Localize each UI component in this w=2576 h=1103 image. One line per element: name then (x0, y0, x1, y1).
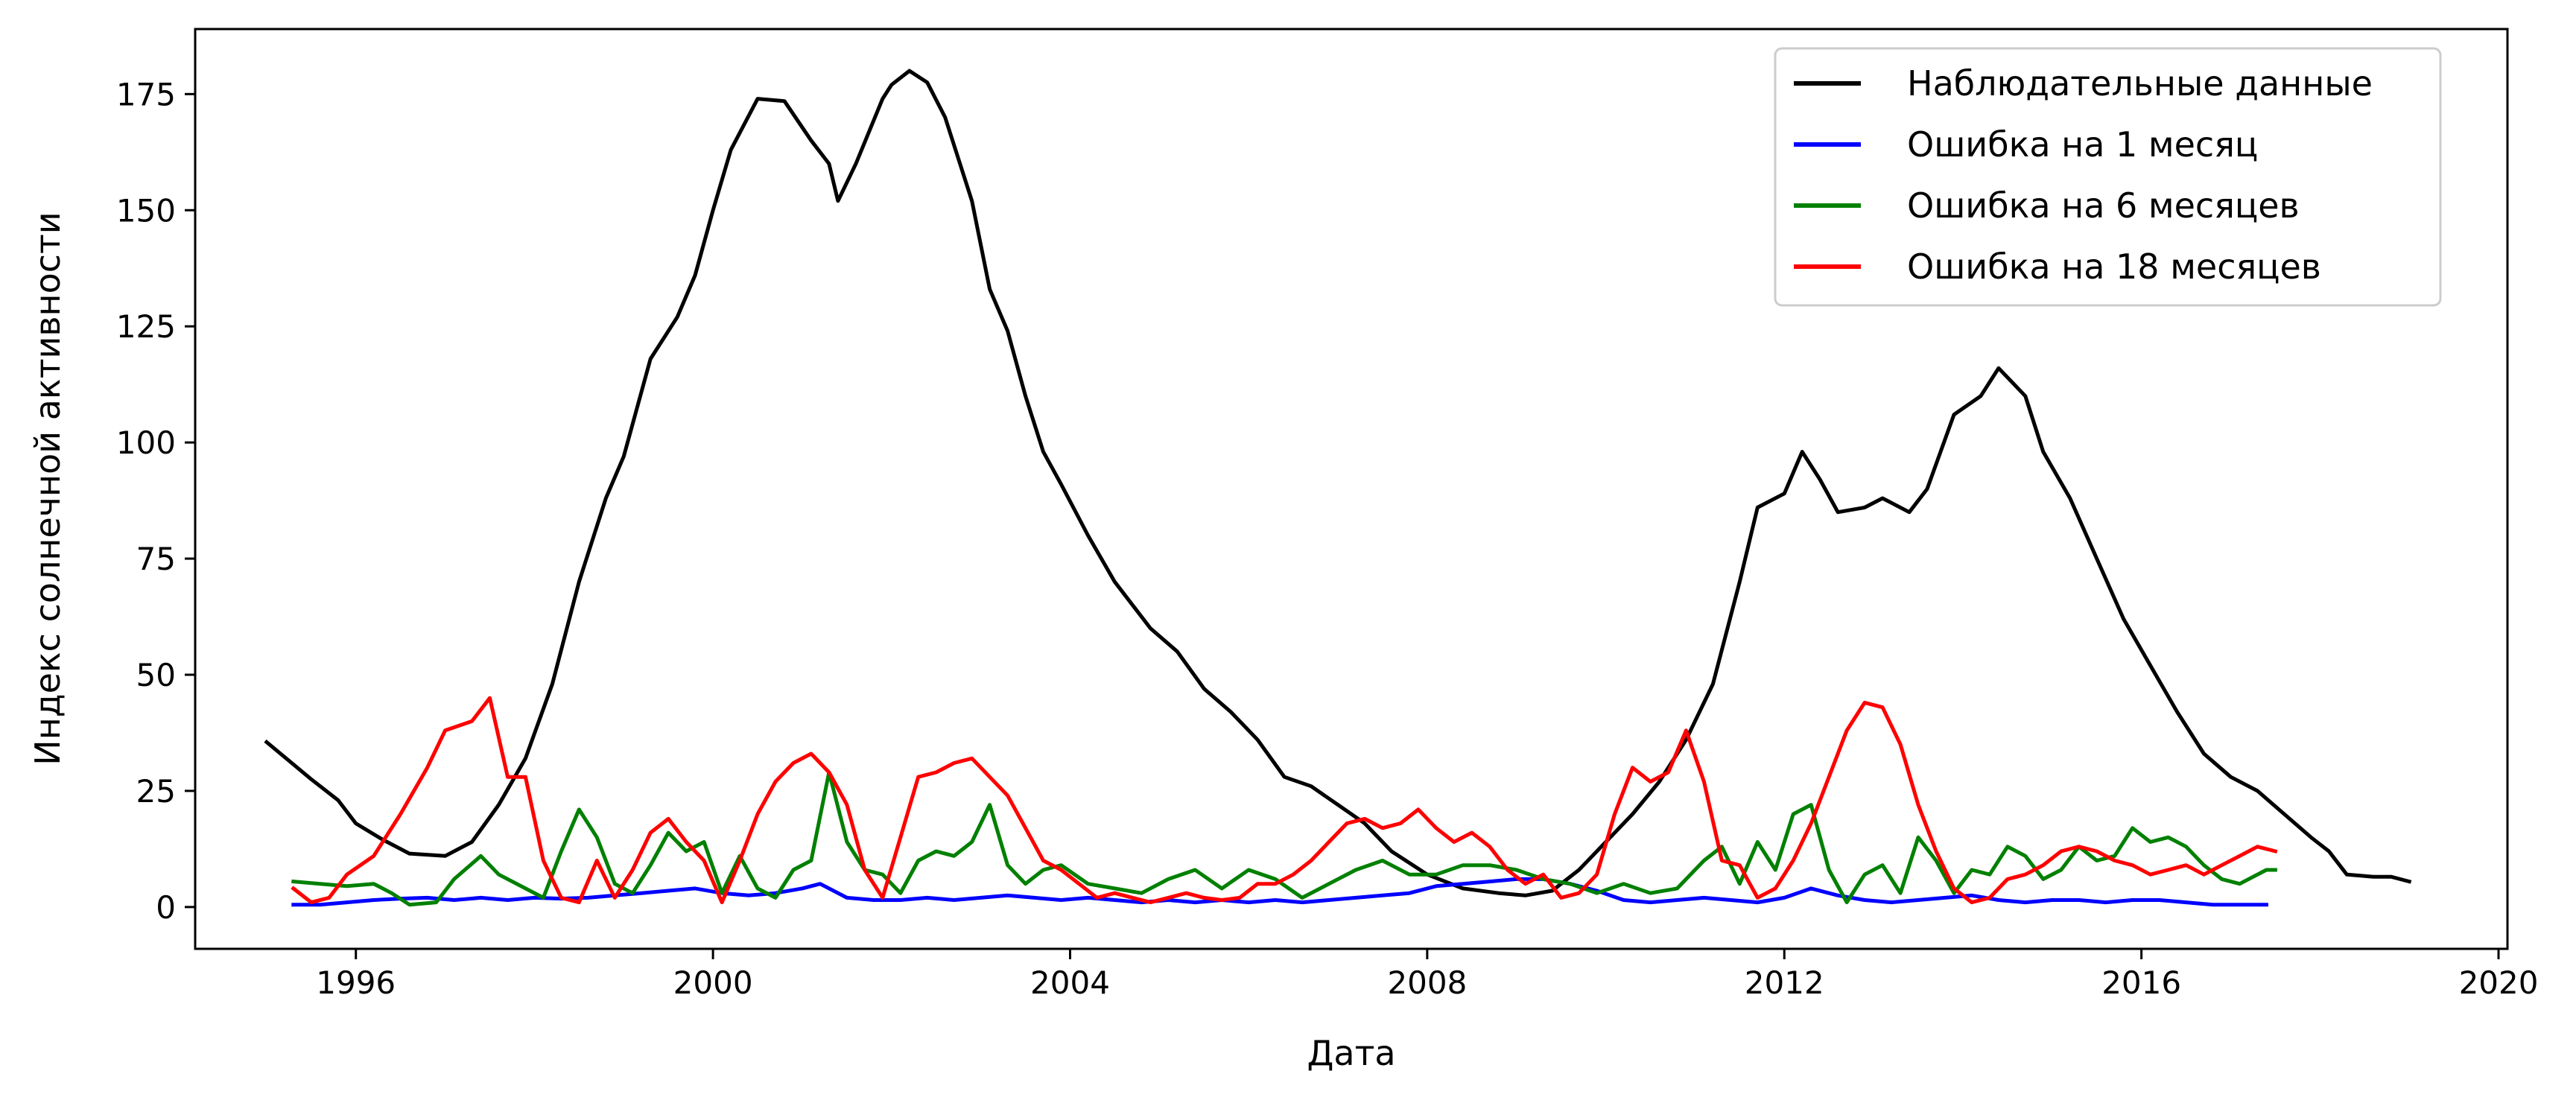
x-tick-label-2016: 2016 (2101, 964, 2181, 1001)
x-tick-label-2012: 2012 (1745, 964, 1824, 1001)
x-tick-label-2020: 2020 (2459, 964, 2539, 1001)
y-tick-label-0: 0 (156, 889, 176, 926)
legend-box (1774, 47, 2442, 307)
plot-frame (194, 28, 2509, 950)
series-line-наблюдательные-данные (264, 69, 2412, 897)
x-tick-label-1996: 1996 (316, 964, 396, 1001)
x-tick-label-2000: 2000 (673, 964, 753, 1001)
x-axis: 1996 2000 2004 2008 2012 2016 2020 (316, 949, 2538, 1001)
y-tick-label-125: 125 (116, 308, 176, 345)
y-axis-label: Индекс солнечной активности (28, 212, 68, 765)
series-line-ошибка-на-6-месяцев (291, 770, 2277, 907)
x-tick-label-2004: 2004 (1030, 964, 1110, 1001)
y-axis: 0 25 50 75 100 125 150 175 (116, 76, 195, 926)
y-tick-label-100: 100 (116, 425, 176, 461)
x-tick-label-2008: 2008 (1387, 964, 1467, 1001)
series-layer (264, 69, 2412, 907)
series-line-ошибка-на-1-месяц (291, 877, 2268, 907)
y-tick-label-75: 75 (136, 541, 176, 577)
y-tick-label-150: 150 (116, 192, 176, 229)
series-line-ошибка-на-18-месяцев (291, 696, 2278, 905)
x-axis-label: Дата (1307, 1033, 1395, 1073)
legend-label-error-1m: Ошибка на 1 месяц (1907, 124, 2258, 165)
y-tick-label-50: 50 (136, 657, 176, 693)
y-tick-label-175: 175 (116, 76, 176, 112)
y-tick-label-25: 25 (136, 773, 176, 810)
legend: Наблюдательные данные Ошибка на 1 месяц … (1774, 47, 2442, 307)
legend-label-error-18m: Ошибка на 18 месяцев (1907, 247, 2321, 287)
legend-label-observed: Наблюдательные данные (1907, 63, 2373, 104)
legend-label-error-6m: Ошибка на 6 месяцев (1907, 185, 2300, 226)
